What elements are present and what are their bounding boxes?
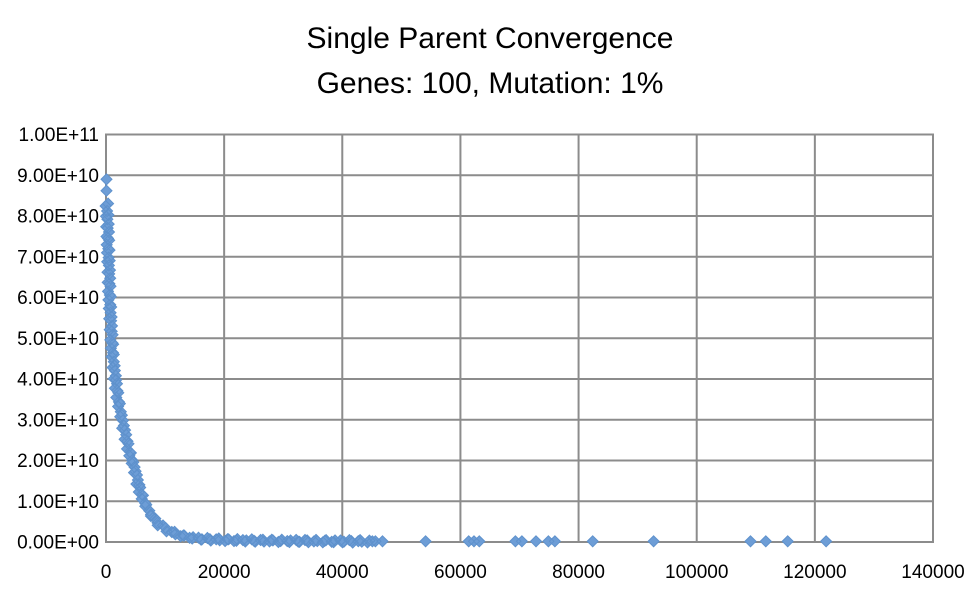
y-axis-tick-label: 7.00E+10 <box>17 247 99 268</box>
chart-title-block: Single Parent Convergence Genes: 100, Mu… <box>0 16 980 106</box>
y-axis-tick-label: 2.00E+10 <box>17 451 99 472</box>
y-axis-tick-label: 0.00E+00 <box>17 533 99 554</box>
x-axis-tick-label: 80000 <box>552 562 605 583</box>
y-axis-tick-label: 9.00E+10 <box>17 166 99 187</box>
y-axis-tick-label: 1.00E+10 <box>17 492 99 513</box>
y-axis-tick-label: 8.00E+10 <box>17 207 99 228</box>
y-axis-tick-label: 3.00E+10 <box>17 410 99 431</box>
y-axis-tick-label: 1.00E+11 <box>19 125 99 146</box>
y-axis-tick-label: 5.00E+10 <box>17 329 99 350</box>
scatter-series <box>99 173 833 549</box>
x-axis-tick-label: 120000 <box>783 562 846 583</box>
y-axis-tick-label: 6.00E+10 <box>17 288 99 309</box>
chart-subtitle: Genes: 100, Mutation: 1% <box>316 67 664 100</box>
x-axis-tick-label: 40000 <box>316 562 369 583</box>
y-axis-tick-label: 4.00E+10 <box>17 370 99 391</box>
x-axis-tick-label: 140000 <box>901 562 964 583</box>
x-axis-tick-label: 0 <box>101 562 112 583</box>
x-axis-tick-label: 100000 <box>665 562 728 583</box>
x-axis-tick-label: 20000 <box>198 562 251 583</box>
chart-title: Single Parent Convergence <box>306 22 674 55</box>
x-axis-tick-label: 60000 <box>434 562 487 583</box>
